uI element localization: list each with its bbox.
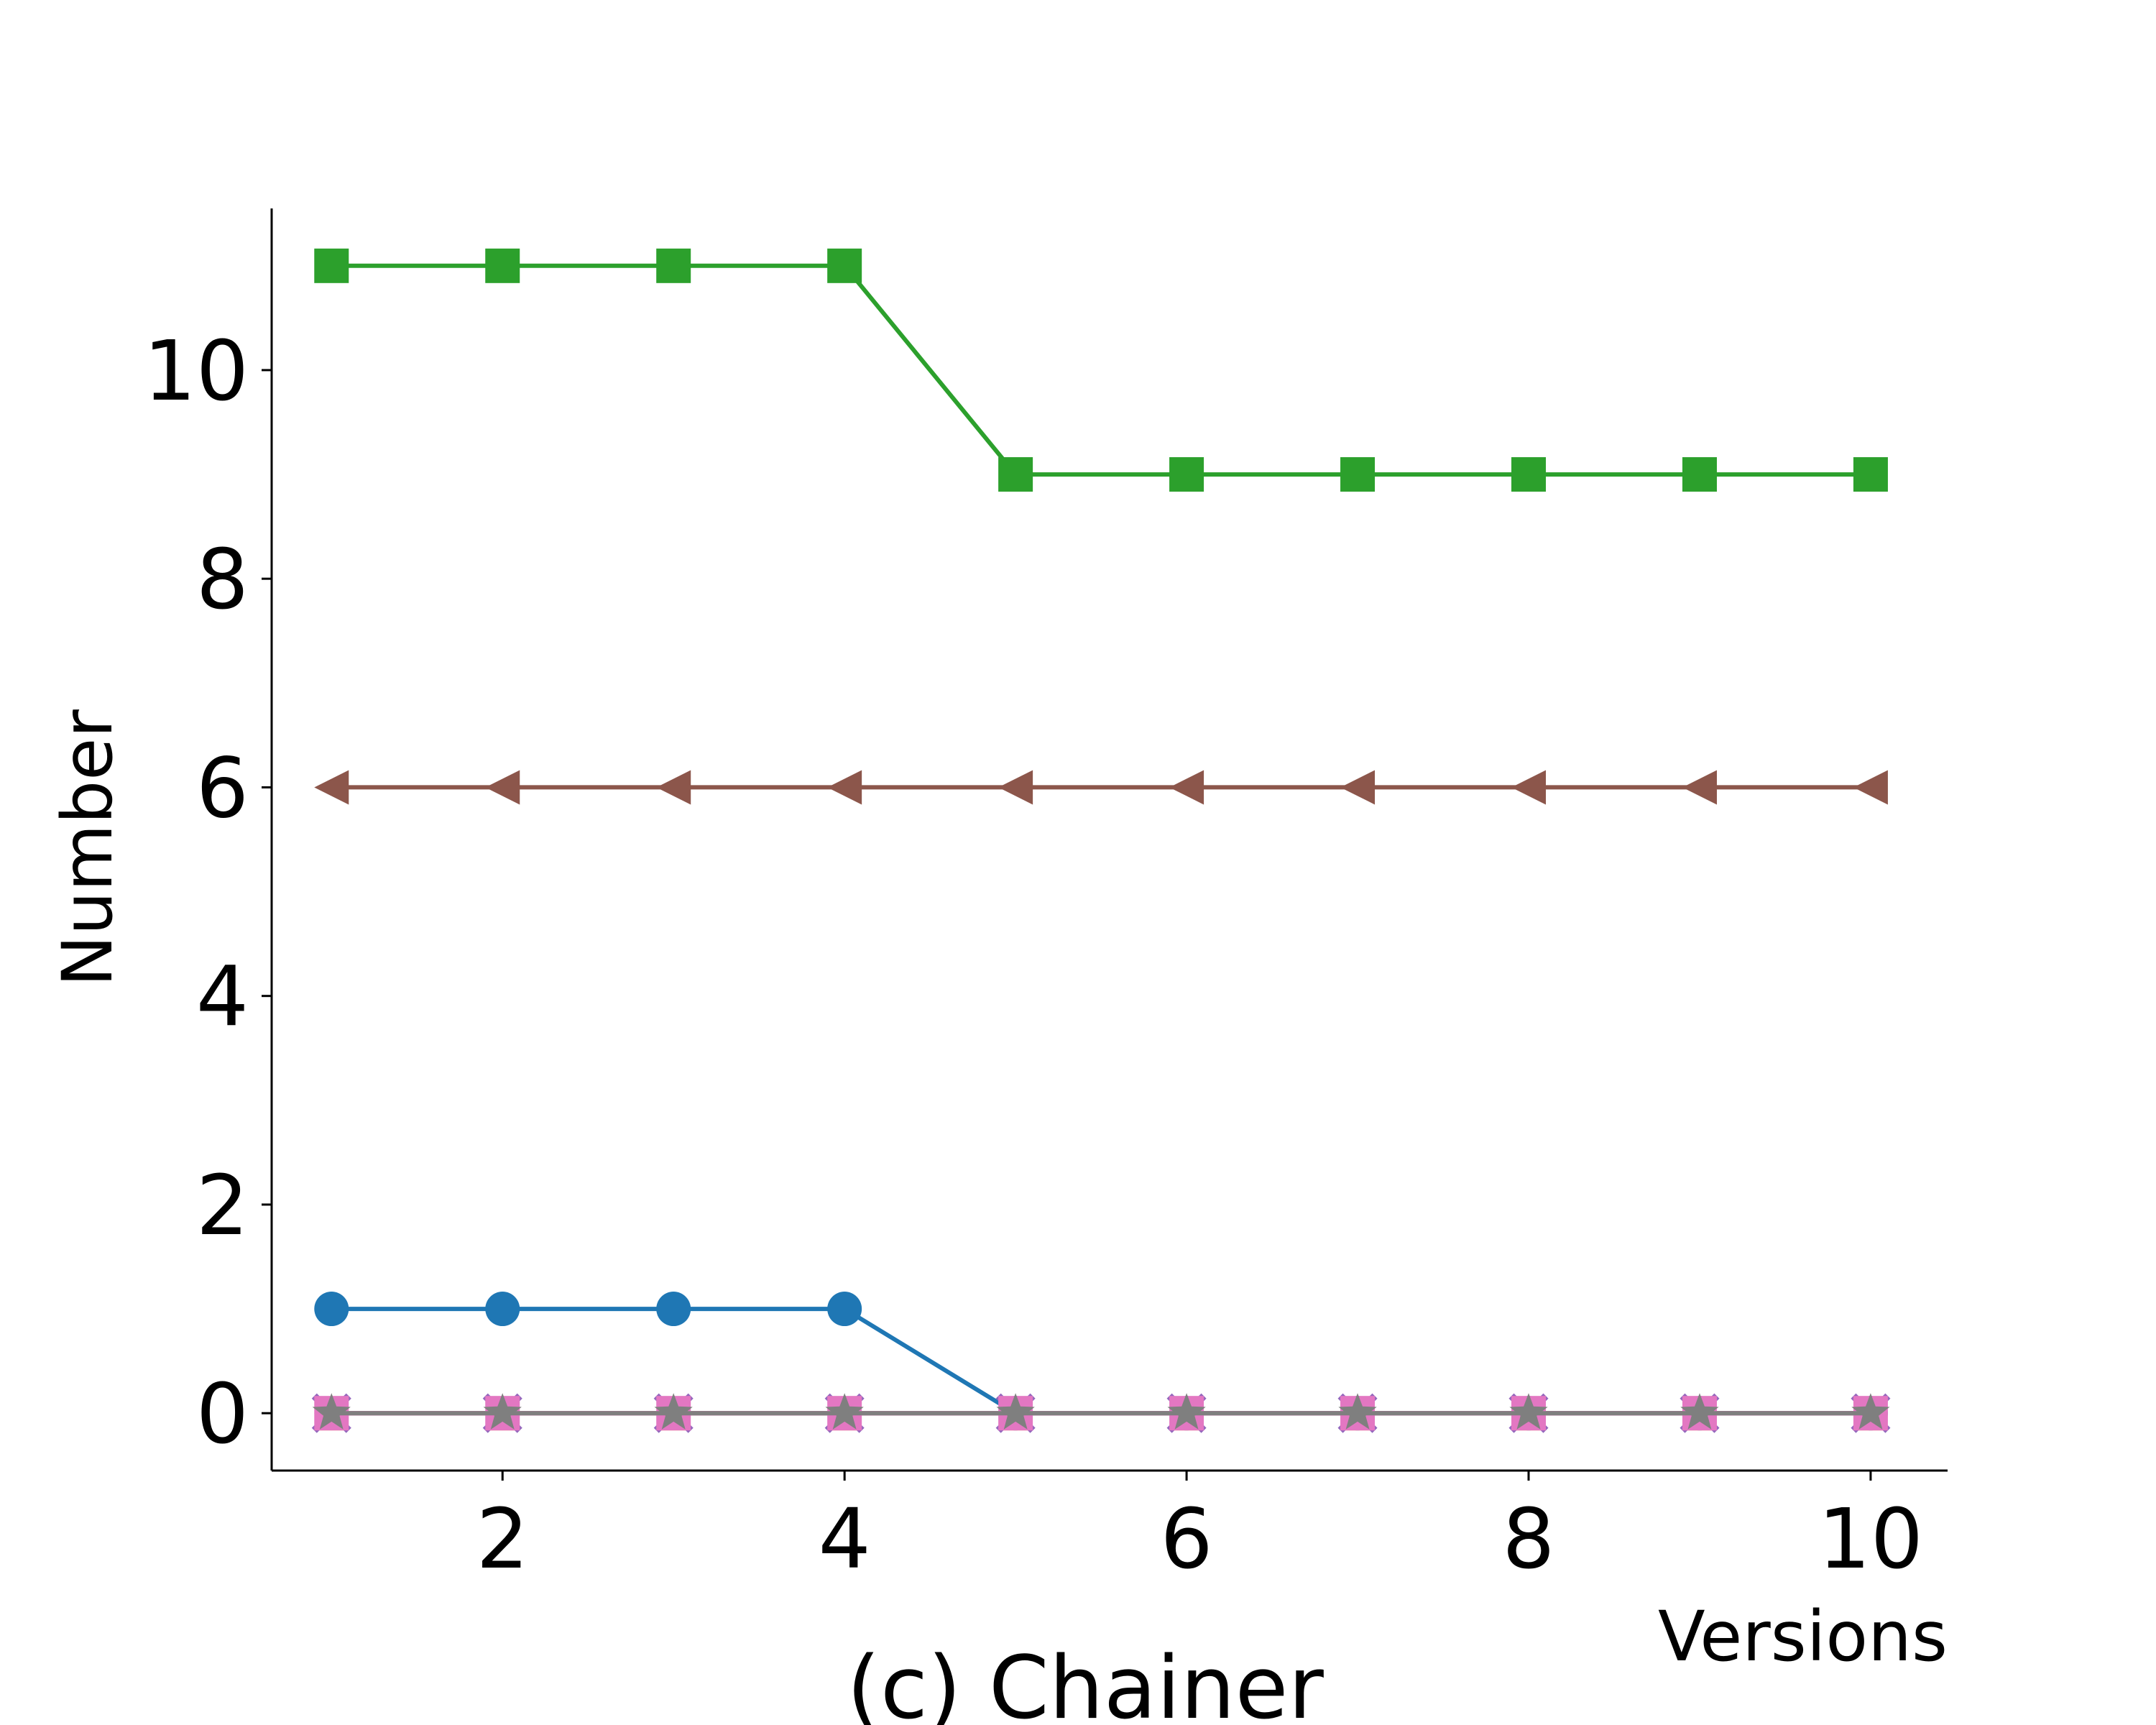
series-line <box>331 263 1871 477</box>
data-point <box>1509 1393 1548 1430</box>
y-tick-label: 8 <box>196 532 249 628</box>
y-tick-label: 2 <box>196 1158 249 1254</box>
data-point <box>312 1393 351 1430</box>
data-point <box>485 1292 520 1327</box>
data-point <box>485 248 520 283</box>
x-tick-label: 8 <box>1502 1491 1554 1588</box>
data-point <box>314 770 349 805</box>
data-point <box>1167 1393 1206 1430</box>
y-tick-label: 6 <box>196 740 249 837</box>
y-tick-label: 0 <box>196 1366 249 1463</box>
data-point <box>656 770 691 805</box>
data-point <box>1682 770 1717 805</box>
x-tick-label: 4 <box>819 1491 871 1588</box>
data-point <box>654 1393 693 1430</box>
y-tick-label: 10 <box>144 323 249 420</box>
data-point <box>1338 1393 1377 1430</box>
x-tick-label: 6 <box>1160 1491 1212 1588</box>
data-point <box>998 457 1033 492</box>
data-point <box>827 1292 862 1327</box>
data-point <box>827 770 862 805</box>
data-point <box>656 1292 691 1327</box>
y-axis-label: Number <box>47 709 128 987</box>
data-point <box>827 248 862 283</box>
data-point <box>1340 457 1376 492</box>
series-1 <box>314 248 1888 492</box>
data-point <box>1682 457 1717 492</box>
series-2 <box>314 770 1888 805</box>
x-tick-label: 10 <box>1818 1491 1923 1588</box>
axes: 2 4 6 8 10 0 2 4 6 8 10 <box>144 208 1948 1588</box>
data-point <box>1169 457 1204 492</box>
data-point <box>483 1393 522 1430</box>
data-point <box>1169 770 1204 805</box>
data-point <box>1511 770 1546 805</box>
data-point <box>1511 457 1546 492</box>
x-tick-label: 2 <box>476 1491 529 1588</box>
series-line <box>331 1307 1871 1416</box>
data-point <box>1340 770 1376 805</box>
data-point <box>485 770 520 805</box>
series-8 <box>312 1393 1890 1430</box>
y-tick-label: 4 <box>196 949 249 1046</box>
data-point <box>314 1292 349 1327</box>
data-point <box>1853 770 1888 805</box>
chart-caption: (c) Chainer <box>847 1639 1324 1725</box>
data-point <box>996 1393 1035 1430</box>
data-point <box>825 1393 864 1430</box>
series-3 <box>314 1292 1888 1431</box>
data-point <box>1851 1393 1890 1430</box>
x-axis-label: Versions <box>1658 1596 1948 1677</box>
series-layer <box>311 248 1891 1433</box>
data-point <box>1853 457 1888 492</box>
data-point <box>1680 1393 1719 1430</box>
data-point <box>998 770 1033 805</box>
data-point <box>314 248 349 283</box>
data-point <box>656 248 691 283</box>
